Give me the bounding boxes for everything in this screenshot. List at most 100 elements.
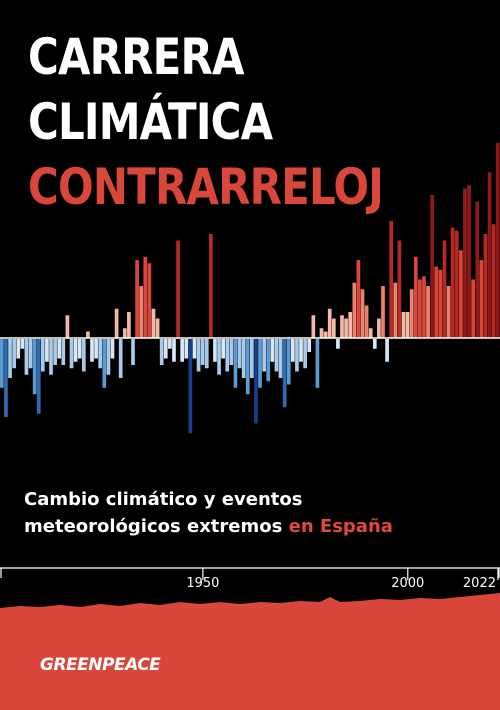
anomaly-bar-2013	[459, 250, 463, 338]
title-line-2: CLIMÁTICA	[28, 93, 273, 151]
anomaly-bar-2014	[463, 188, 467, 338]
anomaly-bar-2016	[471, 279, 475, 338]
anomaly-bar-1914	[53, 339, 57, 365]
anomaly-bar-1963	[254, 339, 258, 424]
anomaly-bar-1945	[180, 339, 185, 362]
anomaly-bar-1947	[188, 339, 193, 434]
timeline-axis	[0, 567, 500, 580]
anomaly-bar-1928	[110, 339, 115, 359]
anomaly-bar-1967	[270, 339, 275, 362]
anomaly-bar-1975	[303, 339, 307, 369]
anomaly-bar-1939	[155, 318, 160, 338]
anomaly-bar-2022	[495, 143, 500, 338]
anomaly-bar-1946	[184, 339, 189, 359]
anomaly-bar-2006	[430, 195, 435, 338]
anomaly-bar-1956	[225, 339, 230, 372]
anomaly-bar-1985	[344, 318, 348, 338]
subtitle-line-2: meteorológicos extremos	[24, 516, 283, 537]
anomaly-bar-2015	[467, 185, 471, 338]
anomaly-bar-1979	[319, 328, 324, 338]
subtitle: Cambio climático y eventos meteorológico…	[24, 486, 393, 540]
anomaly-bar-2004	[422, 276, 426, 338]
anomaly-bar-1955	[221, 339, 225, 359]
anomaly-bar-1923	[90, 339, 94, 362]
anomaly-bar-1993	[377, 318, 381, 338]
anomaly-bar-1958	[233, 339, 238, 388]
anomaly-bar-1989	[360, 289, 365, 338]
title-line-1: CARRERA	[28, 28, 245, 86]
anomaly-bar-1994	[381, 286, 385, 338]
anomaly-bar-1950	[200, 339, 205, 365]
anomaly-bar-1974	[299, 339, 303, 362]
anomaly-bar-1959	[237, 339, 242, 369]
anomaly-bar-2020	[487, 172, 492, 338]
anomaly-bar-2001	[409, 289, 414, 338]
anomaly-bar-1970	[282, 339, 287, 408]
anomaly-bar-1948	[192, 339, 197, 359]
anomaly-bar-1908	[28, 339, 33, 369]
anomaly-bar-1903	[8, 339, 12, 378]
anomaly-bar-1917	[65, 315, 70, 338]
tick-label-1950: 1950	[186, 576, 220, 591]
anomaly-bar-1992	[372, 339, 377, 349]
anomaly-bar-1997	[393, 282, 398, 338]
anomaly-bar-1901	[0, 339, 4, 388]
anomaly-bar-1995	[385, 339, 389, 362]
anomaly-bar-1984	[340, 315, 344, 338]
anomaly-bar-1930	[118, 339, 123, 378]
anomaly-bar-1921	[81, 339, 86, 372]
tick-label-2022: 2022	[462, 576, 496, 591]
anomaly-bar-1924	[94, 339, 98, 359]
anomaly-bar-1951	[204, 339, 209, 369]
red-terrain-band	[0, 593, 500, 710]
anomaly-bar-1962	[250, 339, 254, 378]
anomaly-bar-1960	[241, 339, 246, 378]
anomaly-bar-1953	[213, 339, 217, 362]
anomaly-bar-1943	[172, 339, 176, 362]
anomaly-bar-1982	[331, 318, 336, 338]
anomaly-bar-1933	[131, 339, 135, 365]
greenpeace-logo: GREENPEACE	[40, 655, 161, 675]
anomaly-bar-2021	[491, 224, 496, 338]
anomaly-bar-1931	[122, 328, 127, 338]
anomaly-bar-1905	[16, 339, 21, 359]
anomaly-bar-2003	[418, 279, 422, 338]
anomaly-bar-2000	[405, 312, 410, 338]
anomaly-bar-1907	[24, 339, 29, 375]
anomaly-bar-1952	[209, 234, 213, 338]
anomaly-bar-1983	[336, 339, 340, 349]
anomaly-bar-1936	[143, 256, 148, 338]
anomaly-bar-1911	[40, 339, 45, 372]
anomaly-bar-1972	[290, 339, 295, 362]
anomaly-bar-1944	[176, 240, 180, 338]
anomaly-bar-1980	[323, 331, 328, 338]
anomaly-bar-1909	[32, 339, 37, 395]
subtitle-line-1: Cambio climático y eventos	[24, 489, 303, 510]
anomaly-bar-1981	[327, 308, 332, 338]
anomaly-bar-1910	[36, 339, 41, 414]
anomaly-bar-1971	[286, 339, 291, 385]
anomaly-bar-1937	[147, 263, 152, 338]
anomaly-bar-1920	[77, 339, 82, 359]
anomaly-bar-1902	[4, 339, 8, 417]
anomaly-bar-1919	[73, 339, 78, 362]
anomaly-bar-1977	[311, 315, 316, 338]
subtitle-accent: en España	[288, 516, 393, 537]
anomaly-bar-1986	[348, 312, 353, 338]
title-line-3: CONTRARRELOJ	[28, 158, 384, 216]
anomaly-bar-1906	[20, 339, 25, 349]
anomaly-bar-1913	[49, 339, 53, 375]
anomaly-bar-1932	[127, 312, 131, 338]
anomaly-bar-1922	[86, 331, 90, 338]
anomaly-bar-1964	[258, 339, 262, 388]
anomaly-bar-1969	[278, 339, 283, 378]
anomaly-bar-1925	[98, 339, 103, 369]
anomaly-bar-1904	[12, 339, 16, 369]
anomaly-bar-1935	[139, 286, 144, 338]
anomaly-bar-1987	[352, 282, 357, 338]
temperature-anomaly-chart	[0, 143, 500, 434]
anomaly-bar-1927	[106, 339, 111, 375]
anomaly-bar-1973	[295, 339, 299, 372]
anomaly-bar-1978	[315, 339, 320, 388]
